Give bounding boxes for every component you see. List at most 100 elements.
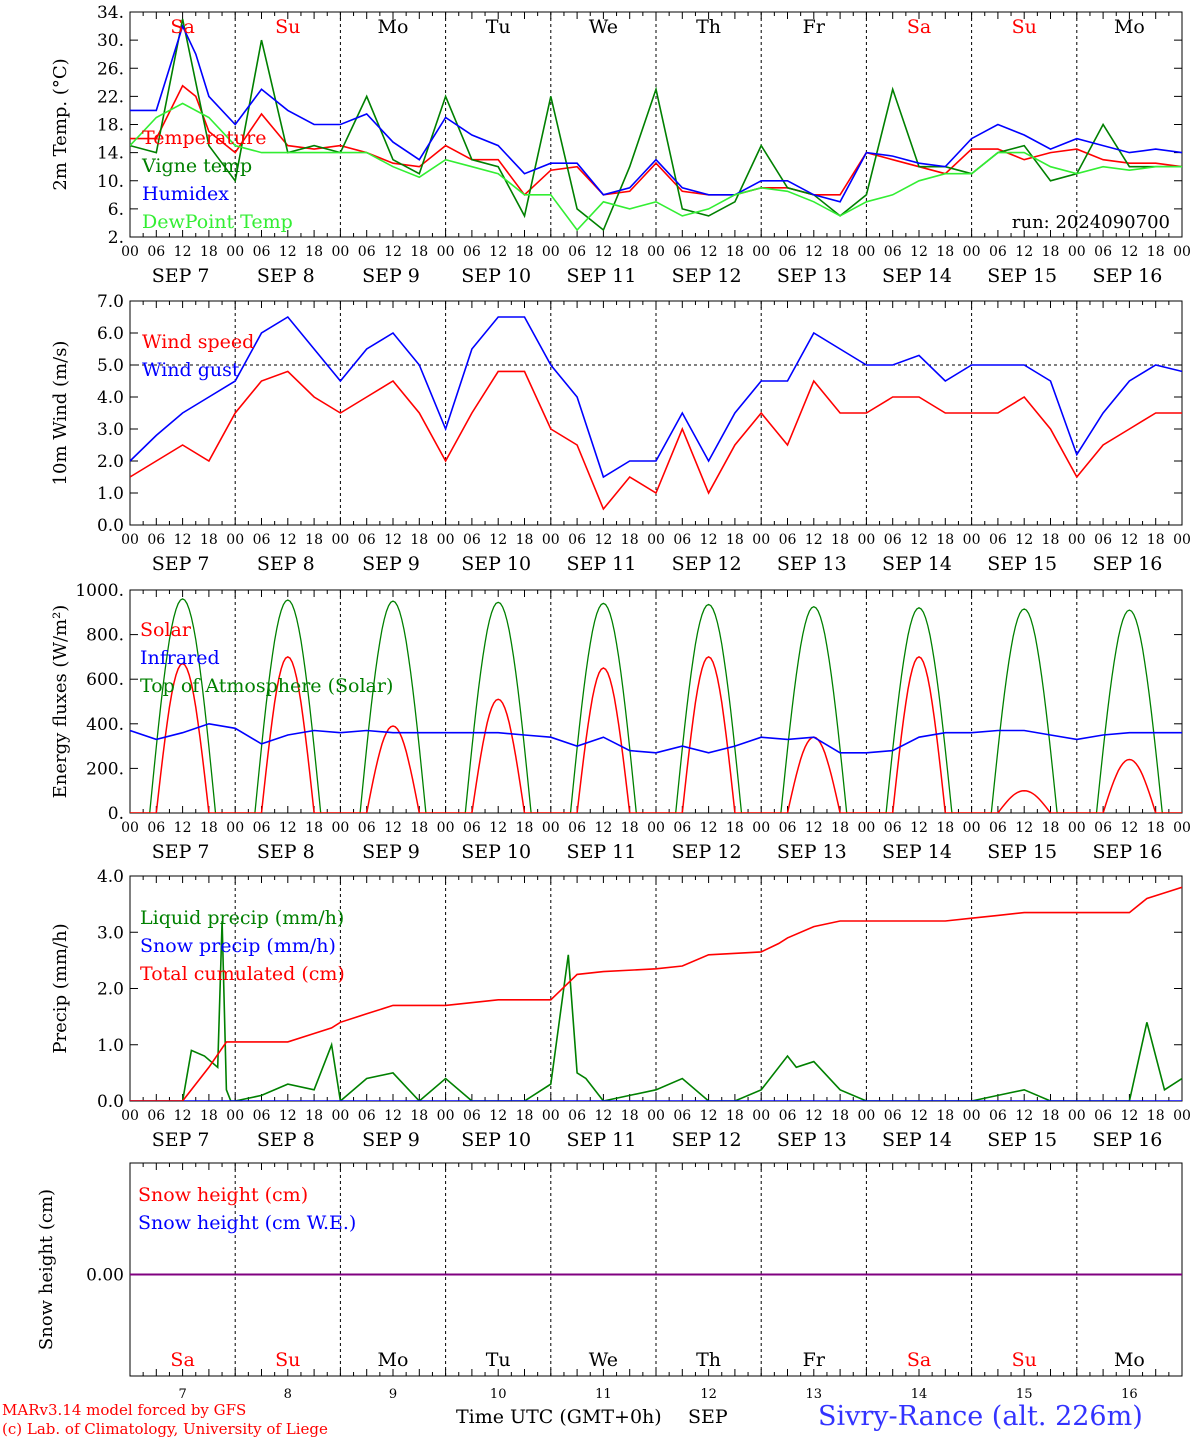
hour-tick-label: 12 xyxy=(1120,1108,1138,1124)
date-label: SEP 12 xyxy=(672,841,742,863)
date-label: SEP 12 xyxy=(672,265,742,287)
hour-tick-label: 06 xyxy=(1094,244,1112,260)
hour-tick-label: 00 xyxy=(1173,244,1191,260)
panel-3: 0. 200. 400. 600. 800. 1000.Energy fluxes (W/… xyxy=(50,581,1191,863)
hour-tick-label: 18 xyxy=(621,244,639,260)
date-label: SEP 15 xyxy=(987,265,1057,287)
hour-tick-label: 00 xyxy=(331,820,349,836)
hour-tick-label: 12 xyxy=(700,244,718,260)
y-tick-label: 10. xyxy=(97,172,124,192)
hour-tick-label: 18 xyxy=(1042,1108,1060,1124)
hour-tick-label: 00 xyxy=(542,244,560,260)
hour-tick-label: 06 xyxy=(358,532,376,548)
panel-4: 0.0 1.0 2.0 3.0 4.0 Precip (mm/h) 00 06 12 18 SEP … xyxy=(50,867,1191,1151)
hour-tick-label: 12 xyxy=(910,532,928,548)
y-tick-label: 7.0 xyxy=(97,292,124,312)
y-tick-label: 34. xyxy=(97,3,124,23)
day-number: 9 xyxy=(389,1387,397,1402)
legend-entry: Total cumulated (cm) xyxy=(140,963,345,985)
hour-tick-label: 06 xyxy=(779,244,797,260)
hour-tick-label: 18 xyxy=(936,532,954,548)
hour-tick-label: 00 xyxy=(752,1108,770,1124)
hour-tick-label: 00 xyxy=(752,532,770,548)
date-label: SEP 7 xyxy=(152,841,210,863)
day-number: 15 xyxy=(1016,1387,1033,1402)
hour-tick-label: 18 xyxy=(305,820,323,836)
series-top-of-atmosphere xyxy=(130,598,1182,813)
y-tick-label: 1.0 xyxy=(97,484,124,504)
y-tick-label: 4.0 xyxy=(97,867,124,887)
legend-entry: Snow height (cm) xyxy=(138,1184,308,1206)
hour-tick-label: 06 xyxy=(147,820,165,836)
hour-tick-label: 18 xyxy=(200,1108,218,1124)
hour-tick-label: 12 xyxy=(910,1108,928,1124)
weekday-label-bottom: Sa xyxy=(907,1349,931,1371)
day-number: 13 xyxy=(806,1387,823,1402)
hour-tick-label: 00 xyxy=(1068,1108,1086,1124)
hour-tick-label: 00 xyxy=(121,244,139,260)
hour-tick-label: 12 xyxy=(279,244,297,260)
weekday-label-bottom: Fr xyxy=(803,1349,826,1371)
hour-tick-label: 00 xyxy=(647,820,665,836)
panel-frame xyxy=(129,11,1183,238)
hour-tick-label: 18 xyxy=(831,532,849,548)
date-label: SEP 16 xyxy=(1092,841,1162,863)
date-label: SEP 16 xyxy=(1092,1129,1162,1151)
hour-tick-label: 00 xyxy=(857,820,875,836)
hour-tick-label: 06 xyxy=(358,1108,376,1124)
hour-tick-label: 12 xyxy=(174,1108,192,1124)
hour-tick-label: 12 xyxy=(384,820,402,836)
weekday-label-top: We xyxy=(589,16,618,38)
hour-tick-label: 06 xyxy=(253,820,271,836)
hour-tick-label: 00 xyxy=(542,1108,560,1124)
hour-tick-label: 18 xyxy=(1147,820,1165,836)
date-label: SEP 13 xyxy=(777,1129,847,1151)
legend-entry: Snow precip (mm/h) xyxy=(140,935,336,957)
hour-tick-label: 18 xyxy=(831,820,849,836)
hour-tick-label: 18 xyxy=(410,1108,428,1124)
hour-tick-label: 12 xyxy=(1015,1108,1033,1124)
hour-tick-label: 00 xyxy=(1068,532,1086,548)
hour-tick-label: 06 xyxy=(1094,1108,1112,1124)
hour-tick-label: 00 xyxy=(857,1108,875,1124)
y-tick-label: 5.0 xyxy=(97,356,124,376)
day-number: 14 xyxy=(911,1387,928,1402)
hour-tick-label: 12 xyxy=(805,244,823,260)
hour-tick-label: 00 xyxy=(226,244,244,260)
hour-tick-label: 18 xyxy=(410,244,428,260)
date-label: SEP 16 xyxy=(1092,553,1162,575)
y-axis-title: Precip (mm/h) xyxy=(50,923,71,1053)
panel-1: 2. 6. 10. 14. 18. 22. 26. 30. 34. 2m Temp. (°C) 00… xyxy=(50,3,1191,287)
credit-line-1: MARv3.14 model forced by GFS xyxy=(2,1401,247,1419)
hour-tick-label: 18 xyxy=(410,532,428,548)
y-tick-label: 18. xyxy=(97,116,124,136)
hour-tick-label: 00 xyxy=(647,532,665,548)
y-tick-label: 1.0 xyxy=(97,1036,124,1056)
hour-tick-label: 12 xyxy=(910,244,928,260)
hour-tick-label: 06 xyxy=(147,1108,165,1124)
weekday-label-bottom: Mo xyxy=(378,1349,409,1371)
hour-tick-label: 12 xyxy=(279,1108,297,1124)
hour-tick-label: 18 xyxy=(200,244,218,260)
y-tick-label: 14. xyxy=(97,144,124,164)
date-label: SEP 13 xyxy=(777,841,847,863)
y-tick-label: 600. xyxy=(86,670,124,690)
y-tick-label: 6.0 xyxy=(97,324,124,344)
date-label: SEP 7 xyxy=(152,1129,210,1151)
y-axis-title: Snow height (cm) xyxy=(36,1189,57,1350)
hour-tick-label: 12 xyxy=(1015,244,1033,260)
legend-entry: DewPoint Temp xyxy=(142,211,293,233)
date-label: SEP 8 xyxy=(257,265,315,287)
date-label: SEP 10 xyxy=(461,553,531,575)
date-label: SEP 10 xyxy=(461,841,531,863)
weekday-label-top: Su xyxy=(275,16,300,38)
panel-2: 0.0 1.0 2.0 3.0 4.0 5.0 6.0 7.0 10m Wind (m/s) 00… xyxy=(50,292,1191,575)
credit-line-2: (c) Lab. of Climatology, University of L… xyxy=(2,1420,328,1438)
date-label: SEP 8 xyxy=(257,553,315,575)
weekday-label-top: Su xyxy=(1012,16,1037,38)
hour-tick-label: 18 xyxy=(200,820,218,836)
hour-tick-label: 00 xyxy=(437,820,455,836)
hour-tick-label: 06 xyxy=(568,1108,586,1124)
hour-tick-label: 18 xyxy=(410,820,428,836)
date-label: SEP 14 xyxy=(882,1129,952,1151)
